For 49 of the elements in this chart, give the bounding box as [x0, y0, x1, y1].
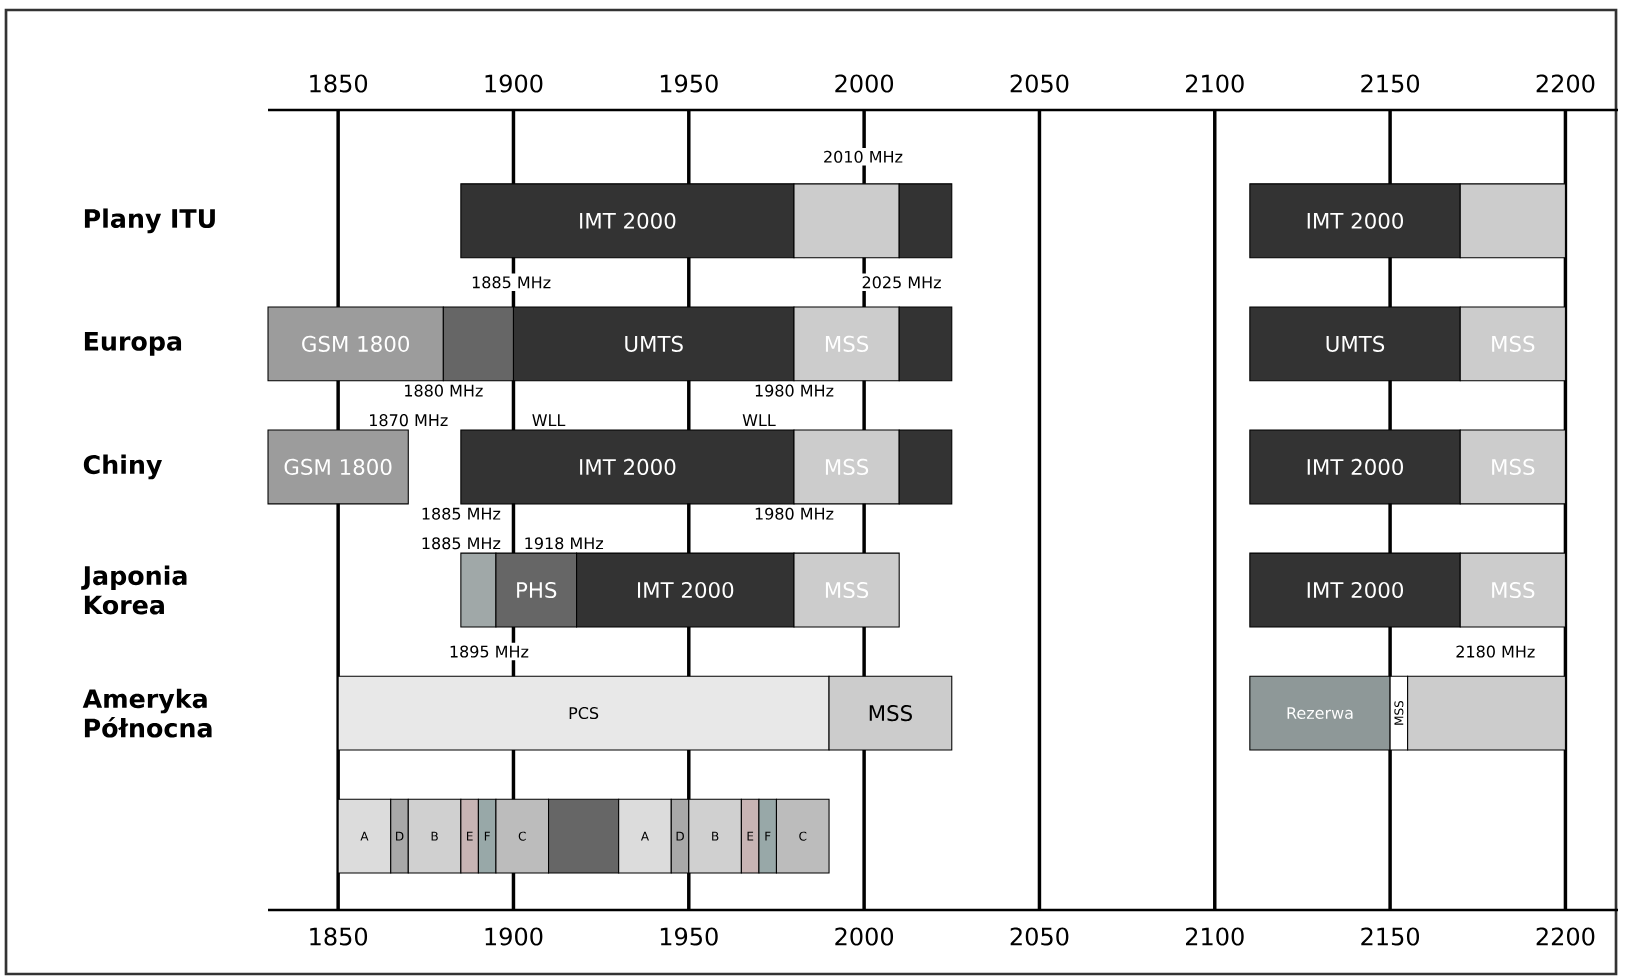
x-tick-label: 1900 — [485, 927, 543, 946]
x-tick-label: 2050 — [1010, 927, 1069, 946]
annotation: 1885 MHz — [472, 276, 551, 289]
annotation: 1870 MHz — [370, 414, 448, 427]
annotation: PHS — [517, 581, 557, 599]
annotation: IMT 2000 — [637, 581, 734, 599]
y-tick-label: Chiny — [83, 454, 163, 480]
annotation: IMT 2000 — [1307, 458, 1404, 475]
x-tick-label: 2100 — [1185, 927, 1244, 946]
x-tick-label: 1950 — [660, 927, 718, 946]
x-tick-label: 2200 — [1536, 927, 1595, 946]
x2-tick-label: 1900 — [485, 74, 543, 93]
x-tick-label: 2150 — [1361, 927, 1420, 946]
y-tick-label: Europa — [84, 331, 182, 356]
annotation: IMT 2000 — [1307, 212, 1404, 229]
annotation: Rezerwa — [1287, 707, 1353, 720]
x2-tick-label: 2200 — [1536, 74, 1595, 93]
annotation: 2010 MHz — [824, 150, 903, 163]
annotation: 2025 MHz — [862, 276, 941, 289]
annotation: 1895 MHz — [450, 645, 529, 658]
annotation: IMT 2000 — [580, 212, 676, 229]
annotation: IMT 2000 — [1307, 581, 1404, 599]
x-tick-label: 2000 — [835, 927, 894, 946]
annotation: 1880 MHz — [405, 384, 483, 397]
annotation: 1980 MHz — [755, 507, 834, 520]
y-tick-label: Ameryka Północna — [82, 688, 212, 738]
x2-tick-label: 2000 — [835, 74, 894, 93]
x2-tick-label: 2100 — [1185, 74, 1244, 93]
annotation: 1885 MHz — [422, 537, 501, 550]
annotation: IMT 2000 — [580, 458, 676, 475]
annotation: PCS — [569, 707, 599, 720]
x-tick-label: 1850 — [310, 927, 368, 946]
annotation: WLL — [532, 414, 566, 426]
annotation: 2180 MHz — [1456, 645, 1535, 658]
annotation: GSM 1800 — [284, 458, 392, 475]
x2-tick-label: 2050 — [1010, 74, 1069, 93]
annotation: UMTS — [625, 335, 683, 352]
annotation: 1918 MHz — [525, 537, 604, 550]
annotation: UMTS — [1326, 335, 1385, 352]
y-tick-label: Japonia Korea — [81, 565, 187, 615]
x2-tick-label: 1950 — [660, 74, 718, 93]
y-tick-label: Plany ITU — [84, 208, 215, 234]
annotation: GSM 1800 — [302, 335, 410, 352]
x2-tick-label: 2150 — [1361, 74, 1420, 93]
annotation: WLL — [742, 414, 776, 426]
x2-tick-label: 1850 — [310, 74, 368, 93]
annotation: 1980 MHz — [755, 384, 834, 397]
annotation: MSS — [869, 705, 912, 722]
annotation: 1885 MHz — [422, 507, 501, 520]
